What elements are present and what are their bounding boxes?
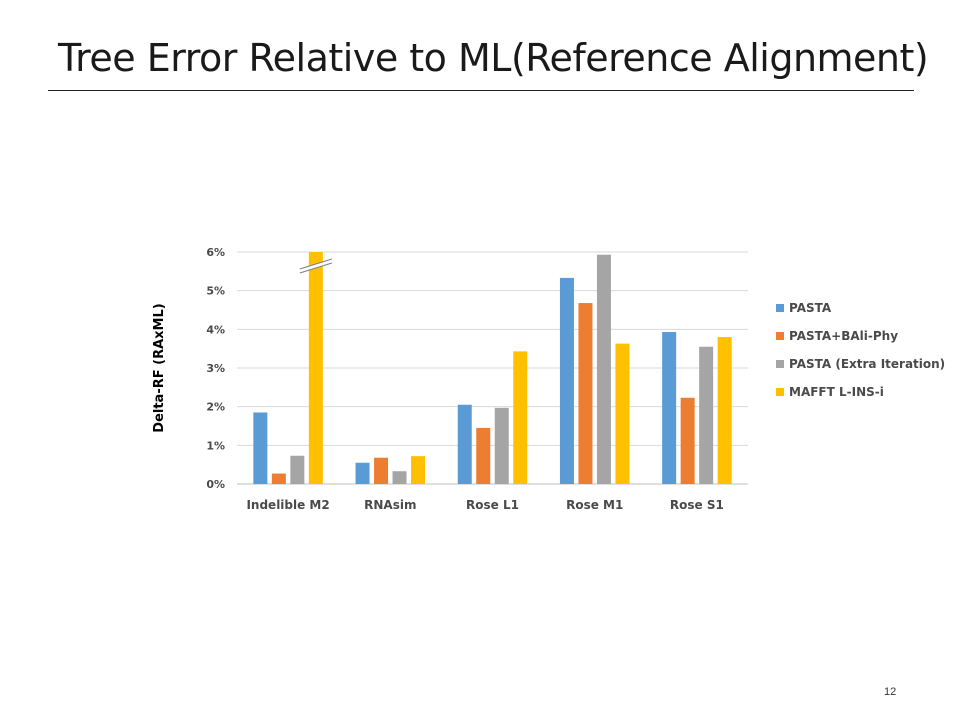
bar xyxy=(355,462,370,484)
legend-label: PASTA+BAli-Phy xyxy=(789,329,898,343)
title-divider xyxy=(48,90,914,91)
bar xyxy=(290,455,305,484)
page-number: 12 xyxy=(884,686,897,698)
y-tick-label: 2% xyxy=(206,401,225,414)
bar xyxy=(494,407,509,484)
legend-label: PASTA xyxy=(789,301,832,315)
bar xyxy=(457,404,472,484)
bar xyxy=(308,252,323,484)
y-tick-label: 6% xyxy=(206,246,225,259)
bar xyxy=(578,303,593,484)
axis-break-line xyxy=(299,262,332,274)
bar xyxy=(271,473,286,484)
bar xyxy=(717,337,732,484)
bar xyxy=(680,397,695,484)
y-tick-label: 3% xyxy=(206,362,225,375)
bar xyxy=(392,471,407,484)
bar xyxy=(253,412,268,484)
legend-label: PASTA (Extra Iteration) xyxy=(789,357,945,371)
x-category-label: Rose M1 xyxy=(566,498,623,512)
axis-break-mark xyxy=(299,259,332,273)
y-tick-label: 5% xyxy=(206,285,225,298)
x-axis-categories: Indelible M2 RNAsim Rose L1 Rose M1 Rose S1 xyxy=(246,498,723,512)
legend-label: MAFFT L-INS-i xyxy=(789,385,884,399)
y-axis-label: Delta-RF (RAxML) xyxy=(152,303,167,432)
x-category-label: Indelible M2 xyxy=(246,498,329,512)
bar xyxy=(559,277,574,484)
bar xyxy=(615,343,630,484)
x-category-label: Rose S1 xyxy=(670,498,724,512)
bar xyxy=(662,332,677,484)
legend-swatch xyxy=(776,304,784,312)
x-category-label: Rose L1 xyxy=(466,498,519,512)
y-tick-label: 4% xyxy=(206,323,225,336)
bar xyxy=(699,346,714,484)
legend-swatch xyxy=(776,360,784,368)
bar xyxy=(513,351,528,484)
legend-swatch xyxy=(776,388,784,396)
bars xyxy=(253,252,732,484)
legend: PASTA PASTA+BAli-Phy PASTA (Extra Iteratio… xyxy=(776,301,945,399)
axis-break-line xyxy=(299,258,332,270)
y-axis-ticks: 0% 1% 2% 3% 4% 5% 6% xyxy=(206,246,225,491)
x-category-label: RNAsim xyxy=(364,498,416,512)
bar xyxy=(476,427,491,484)
bar xyxy=(374,457,389,484)
slide-title: Tree Error Relative to ML(Reference Alig… xyxy=(58,36,929,80)
y-tick-label: 1% xyxy=(206,439,225,452)
bar xyxy=(596,254,611,484)
legend-swatch xyxy=(776,332,784,340)
bar xyxy=(411,456,426,484)
y-tick-label: 0% xyxy=(206,478,225,491)
